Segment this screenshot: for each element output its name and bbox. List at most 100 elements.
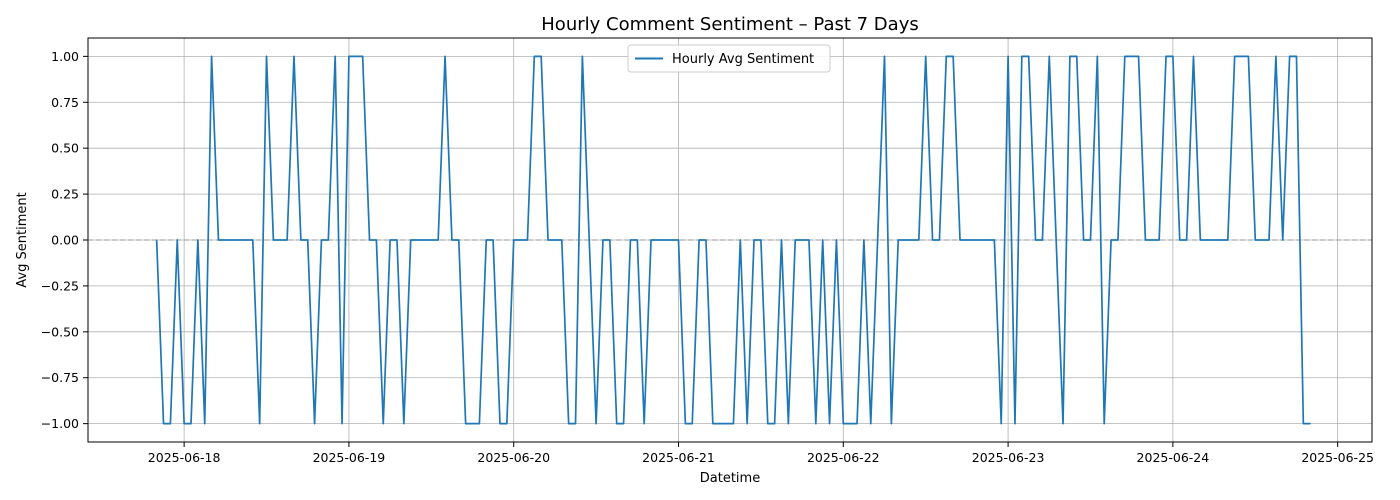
data-point: [197, 239, 199, 241]
data-point: [1289, 55, 1291, 57]
data-point: [1268, 239, 1270, 241]
data-point: [204, 423, 206, 425]
data-point: [664, 239, 666, 241]
data-point: [774, 423, 776, 425]
data-point: [156, 239, 158, 241]
data-point: [650, 239, 652, 241]
data-point: [856, 423, 858, 425]
data-point: [169, 423, 171, 425]
data-point: [1110, 239, 1112, 241]
y-axis-ticks: −1.00 −0.75 −0.50 −0.25 0.00 0.25 0.50 0.75 1.00: [41, 49, 88, 431]
y-tick-label: −0.75: [41, 370, 79, 385]
data-point: [897, 239, 899, 241]
data-point: [993, 239, 995, 241]
data-point: [746, 423, 748, 425]
data-point: [1165, 55, 1167, 57]
data-point: [629, 239, 632, 241]
data-point: [657, 239, 659, 241]
data-point: [451, 239, 453, 241]
data-point: [822, 239, 824, 241]
data-point: [217, 239, 220, 241]
data-point: [1158, 239, 1160, 241]
x-tick-label: 2025-06-24: [1137, 450, 1210, 465]
data-point: [966, 239, 968, 241]
data-point: [616, 423, 618, 425]
data-point: [753, 239, 755, 241]
data-point: [808, 239, 810, 241]
data-point: [265, 55, 268, 57]
data-point: [176, 239, 178, 241]
data-point: [849, 423, 851, 425]
y-tick-label: −1.00: [41, 416, 79, 431]
chart-title: Hourly Comment Sentiment – Past 7 Days: [541, 14, 918, 35]
data-point: [1021, 55, 1023, 57]
data-point: [1083, 239, 1085, 241]
data-point: [1089, 239, 1092, 241]
data-point: [403, 423, 405, 425]
x-tick-label: 2025-06-19: [313, 450, 386, 465]
data-point: [307, 239, 309, 241]
data-point: [938, 239, 941, 241]
series-points: [156, 55, 1311, 425]
data-point: [588, 239, 590, 241]
data-point: [986, 239, 989, 241]
data-point: [293, 55, 295, 57]
data-point: [1096, 55, 1098, 57]
data-point: [698, 239, 700, 241]
data-point: [506, 423, 508, 425]
data-point: [1275, 55, 1277, 57]
data-point: [526, 239, 529, 241]
data-point: [980, 239, 982, 241]
data-point: [231, 239, 233, 241]
data-point: [787, 423, 789, 425]
data-point: [272, 239, 274, 241]
data-point: [1179, 239, 1181, 241]
data-point: [286, 239, 288, 241]
data-point: [643, 423, 645, 425]
data-point: [725, 423, 728, 425]
data-point: [1028, 55, 1030, 57]
data-point: [904, 239, 906, 241]
data-point: [1247, 55, 1250, 57]
data-point: [911, 239, 913, 241]
data-point: [568, 423, 570, 425]
data-point: [931, 239, 934, 241]
data-point: [1192, 55, 1195, 57]
data-point: [224, 239, 226, 241]
x-tick-label: 2025-06-22: [807, 450, 880, 465]
data-point: [794, 239, 796, 241]
data-point: [245, 239, 247, 241]
data-point: [190, 423, 192, 425]
data-point: [1240, 55, 1243, 57]
data-point: [1220, 239, 1222, 241]
data-point: [458, 239, 460, 241]
legend-box: [627, 44, 831, 73]
data-point: [595, 423, 597, 425]
data-point: [870, 423, 872, 425]
data-point: [1000, 423, 1002, 425]
data-point: [162, 423, 165, 425]
data-point: [602, 239, 604, 241]
data-point: [375, 239, 377, 241]
x-tick-label: 2025-06-21: [642, 450, 715, 465]
data-point: [465, 423, 467, 425]
y-tick-label: 0.75: [51, 95, 79, 110]
data-point: [341, 423, 343, 425]
data-point: [561, 239, 563, 241]
data-point: [382, 423, 384, 425]
data-point: [492, 239, 494, 241]
data-point: [547, 239, 549, 241]
data-point: [444, 55, 446, 57]
data-point: [609, 239, 611, 241]
data-point: [519, 239, 522, 241]
data-point: [1048, 55, 1050, 57]
data-point: [952, 55, 954, 57]
data-point: [691, 423, 693, 425]
data-point: [389, 239, 391, 241]
data-point: [430, 239, 432, 241]
data-point: [1014, 423, 1016, 425]
y-tick-label: 1.00: [51, 49, 79, 64]
data-point: [760, 239, 762, 241]
data-point: [622, 423, 625, 425]
y-tick-label: 0.50: [51, 141, 79, 156]
